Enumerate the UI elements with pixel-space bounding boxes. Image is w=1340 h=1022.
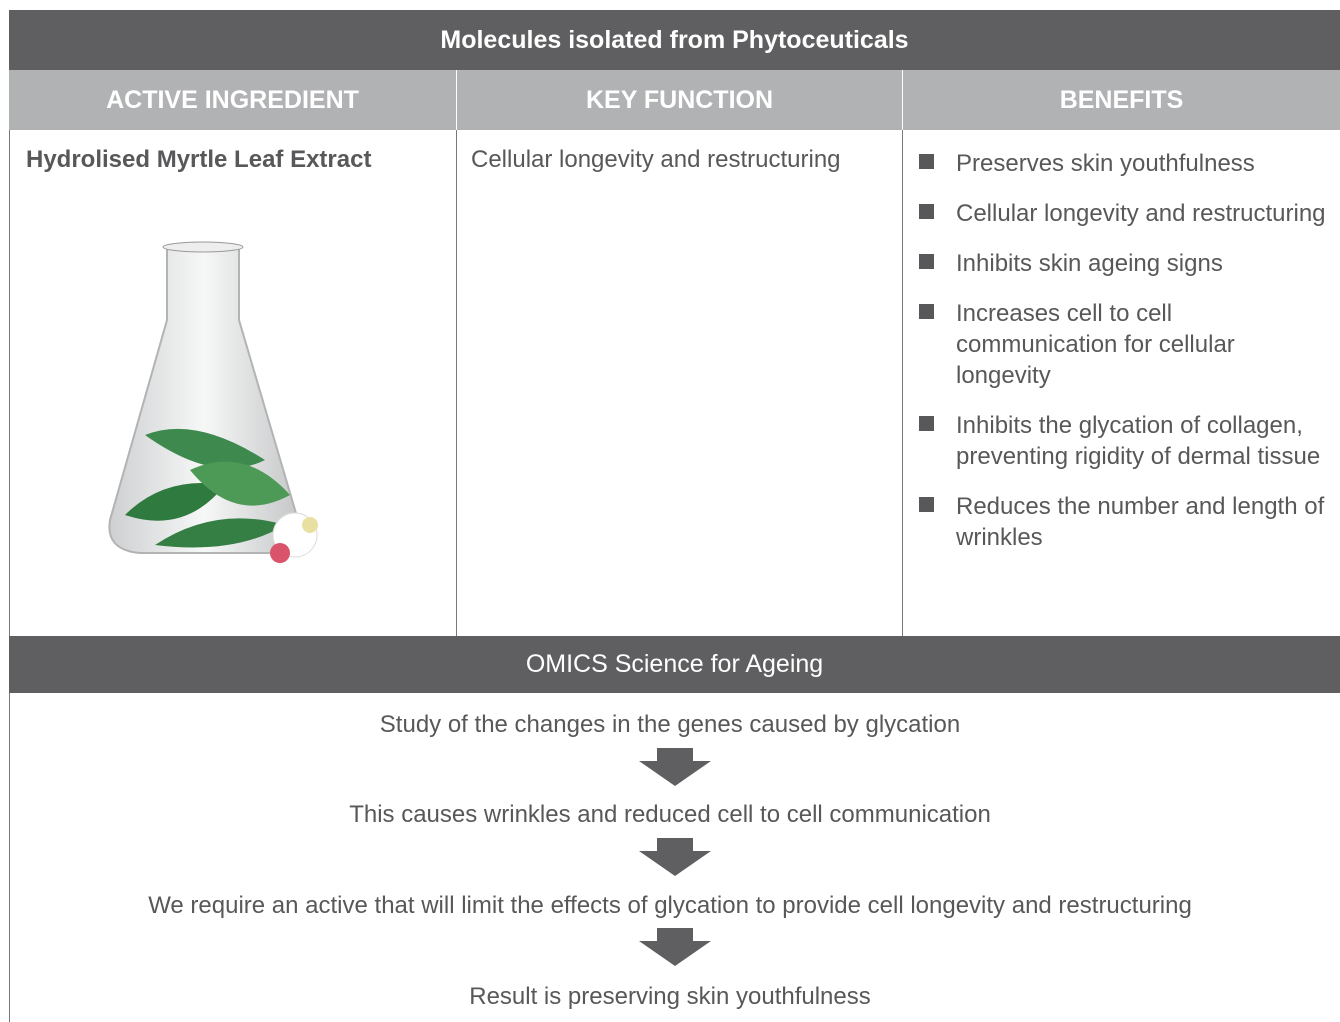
table-title: Molecules isolated from Phytoceuticals <box>9 10 1340 70</box>
benefits-cell: Preserves skin youthfulness Cellular lon… <box>902 130 1340 636</box>
benefit: Increases cell to cell communication for… <box>917 298 1330 391</box>
benefit: Preserves skin youthfulness <box>917 148 1330 179</box>
ingredient: Hydrolised Myrtle Leaf Extract <box>26 146 372 173</box>
column-header: KEY FUNCTION <box>456 70 902 130</box>
section-title: OMICS Science for Ageing <box>9 636 1340 693</box>
column-header: ACTIVE INGREDIENT <box>9 70 456 130</box>
flask-image <box>108 241 318 563</box>
benefit: Inhibits skin ageing signs <box>917 248 1330 279</box>
benefits-list: Preserves skin youthfulness Cellular lon… <box>903 130 1340 553</box>
down-arrow <box>639 928 711 966</box>
flow-step: Study of the changes in the genes caused… <box>379 711 961 738</box>
column-header: BENEFITS <box>902 70 1340 130</box>
function-cell: Cellular longevity and restructuring <box>456 130 902 636</box>
ingredient-cell: Hydrolised Myrtle Leaf Extract <box>9 130 456 636</box>
down-arrow <box>639 838 711 876</box>
key-function: Cellular longevity and restructuring <box>471 146 841 173</box>
benefit: Inhibits the glycation of collagen, prev… <box>917 410 1330 472</box>
benefit: Reduces the number and length of wrinkle… <box>917 491 1330 553</box>
flow-step: This causes wrinkles and reduced cell to… <box>349 801 991 828</box>
benefit: Cellular longevity and restructuring <box>917 198 1330 229</box>
down-arrow <box>639 748 711 786</box>
flow-step: Result is preserving skin youthfulness <box>469 983 871 1010</box>
flow-box <box>9 693 1340 1022</box>
flow-step: We require an active that will limit the… <box>148 892 1192 919</box>
